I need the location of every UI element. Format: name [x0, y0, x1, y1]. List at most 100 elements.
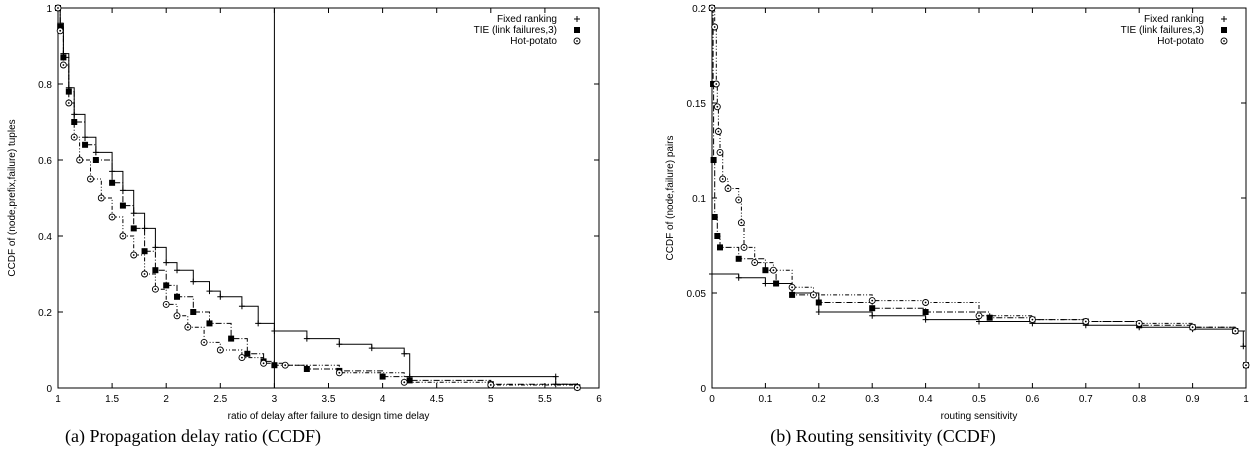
data-point-dot — [717, 130, 720, 133]
figure-caption: (a) Propagation delay ratio (CCDF) — [65, 426, 321, 447]
series-2 — [54, 4, 581, 392]
data-point — [714, 233, 721, 239]
data-point-dot — [924, 301, 927, 304]
x-tick-label: 0 — [709, 394, 715, 405]
data-point-dot — [73, 136, 76, 139]
data-point — [174, 267, 181, 274]
x-tick-label: 2.5 — [213, 394, 227, 405]
data-point-dot — [62, 64, 65, 66]
x-tick-label: 0.5 — [972, 394, 986, 405]
data-point — [711, 23, 719, 31]
data-point — [174, 293, 181, 300]
data-point — [335, 369, 343, 377]
data-point — [922, 299, 930, 306]
data-point — [552, 373, 559, 380]
data-point — [401, 350, 408, 357]
data-point-dot — [154, 288, 157, 291]
data-point — [573, 384, 581, 392]
data-point — [735, 196, 743, 204]
legend-label: TIE (link failures,3) — [1121, 25, 1204, 36]
data-point — [190, 309, 197, 315]
x-tick-label: 0.2 — [812, 394, 826, 405]
data-point-dot — [715, 83, 718, 85]
data-point — [1240, 343, 1247, 350]
series-line — [58, 7, 578, 388]
data-point — [406, 377, 413, 384]
data-point — [108, 213, 116, 221]
data-point-dot — [176, 314, 178, 317]
data-point — [1028, 316, 1036, 324]
data-point — [151, 285, 159, 293]
data-point — [717, 244, 724, 251]
x-tick-label: 0.6 — [1025, 394, 1039, 405]
chart-routing-sensitivity: 0 0.1 0.2 0.3 0.4 0.5 0.6 0.7 0.8 0.9 1 0 0.05 0.1 0.1… — [665, 4, 1250, 447]
data-point-dot — [67, 102, 70, 104]
legend-marker — [574, 16, 580, 22]
x-tick-label: 2 — [163, 394, 169, 405]
legend-marker — [1220, 37, 1228, 45]
data-point-dot — [219, 349, 222, 351]
data-point — [336, 341, 343, 348]
x-tick-label: 0.4 — [919, 394, 933, 405]
data-point — [141, 270, 149, 278]
data-point-dot — [1191, 326, 1194, 329]
data-point — [87, 175, 94, 183]
data-point — [1189, 323, 1197, 331]
data-point — [303, 366, 310, 372]
data-point-dot — [57, 7, 59, 9]
data-point — [740, 243, 748, 251]
data-point — [141, 248, 148, 255]
data-point — [976, 318, 982, 325]
data-point — [789, 291, 796, 298]
data-point-dot — [1084, 320, 1087, 323]
data-point — [713, 103, 721, 111]
legend-label: Hot-potato — [1157, 36, 1204, 47]
legend-label: Hot-potato — [510, 36, 557, 47]
x-tick-label: 0.8 — [1132, 394, 1146, 405]
data-point — [922, 316, 929, 323]
data-point — [773, 280, 780, 287]
data-point-dot — [186, 326, 189, 329]
data-point-dot — [489, 384, 492, 386]
x-tick-label: 3 — [272, 394, 278, 405]
data-point-dot — [1138, 322, 1141, 325]
data-point — [1231, 327, 1239, 335]
data-point — [868, 297, 876, 305]
data-point-dot — [89, 178, 92, 180]
data-point — [716, 148, 724, 156]
data-point-dot — [111, 216, 113, 218]
plot-frame — [711, 7, 1247, 389]
y-tick-label: 0.2 — [692, 4, 706, 15]
data-point — [711, 214, 718, 220]
data-point — [70, 133, 78, 141]
legend-marker — [1221, 16, 1227, 22]
data-point-dot — [753, 261, 756, 264]
data-point — [724, 185, 732, 192]
data-point-dot — [711, 7, 713, 9]
y-axis-label: CCDF of (node,prefix,failure) tuples — [7, 119, 18, 276]
data-point — [152, 244, 159, 251]
data-point — [810, 291, 817, 299]
data-point — [255, 320, 262, 327]
data-point — [712, 80, 720, 88]
data-point — [708, 4, 716, 12]
plot-frame — [57, 7, 600, 389]
data-point — [303, 335, 310, 342]
y-tick-label: 0.15 — [687, 99, 707, 110]
x-tick-label: 0.1 — [758, 394, 772, 405]
legend-label: Fixed ranking — [497, 14, 557, 25]
data-point — [762, 267, 769, 274]
data-point-dot — [576, 386, 579, 389]
data-point — [714, 128, 722, 135]
data-point — [92, 157, 99, 163]
x-tick-label: 4 — [380, 394, 386, 405]
x-tick-label: 0.3 — [865, 394, 879, 405]
data-point-dot — [100, 197, 103, 199]
figure-caption: (b) Routing sensitivity (CCDF) — [770, 426, 996, 447]
data-point — [986, 314, 993, 321]
data-point — [735, 255, 742, 262]
data-point — [368, 345, 375, 352]
data-point — [206, 320, 213, 327]
data-point — [206, 288, 213, 295]
